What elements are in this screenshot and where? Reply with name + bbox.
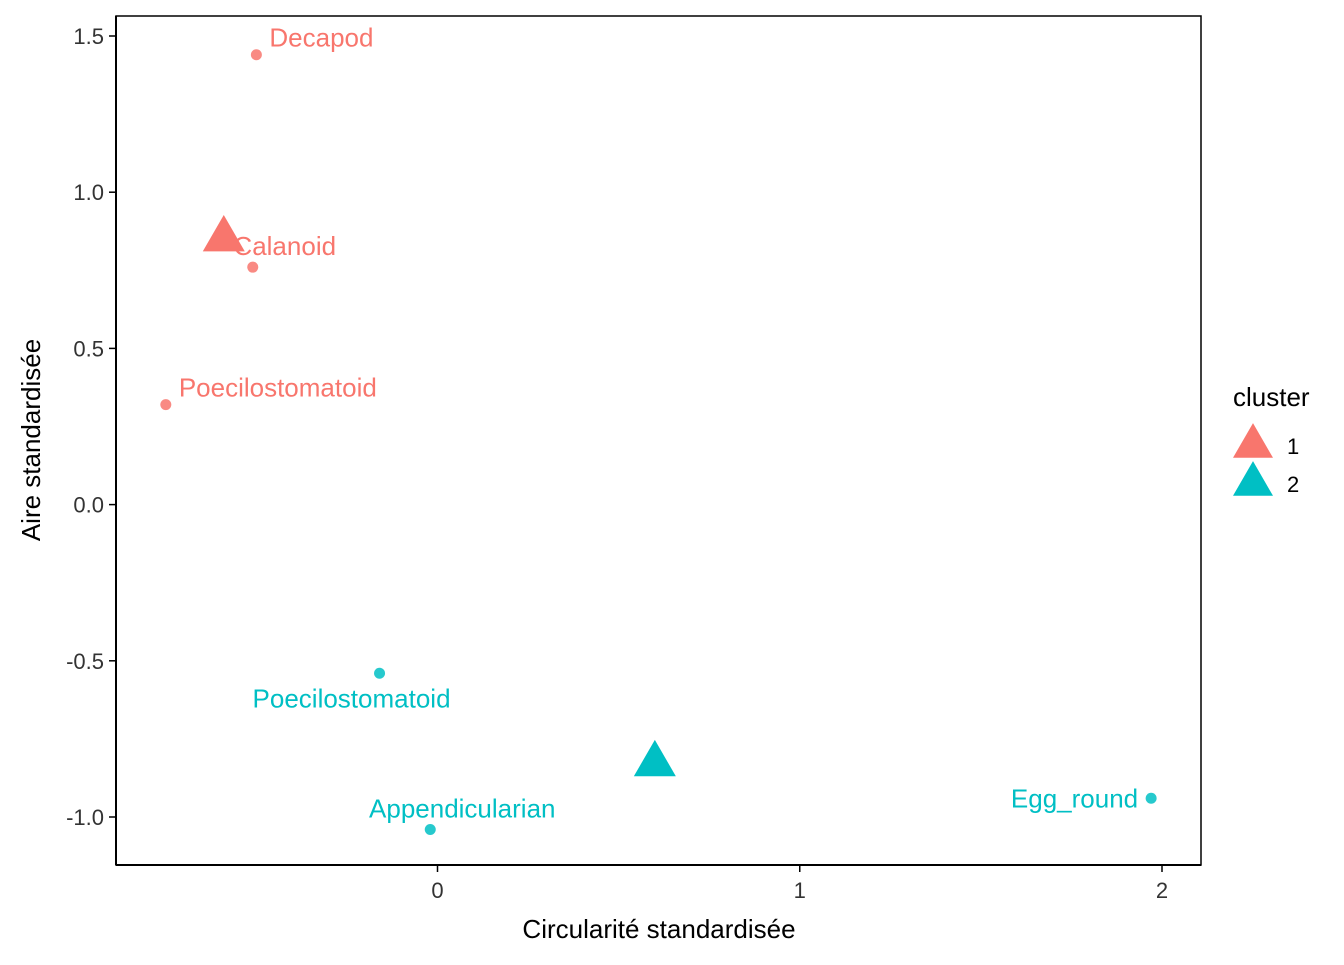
point-label: Decapod (269, 23, 373, 53)
y-tick-label: 1.5 (73, 24, 104, 49)
point-label: Calanoid (233, 231, 336, 261)
plot-panel (115, 15, 1202, 866)
data-point (250, 49, 262, 61)
legend-label: 2 (1287, 472, 1299, 497)
x-tick-label: 2 (1156, 878, 1168, 903)
x-tick-label: 0 (431, 878, 443, 903)
point-label: Poecilostomatoid (179, 373, 377, 403)
data-point (424, 823, 436, 835)
data-point (160, 399, 172, 411)
legend-key-triangle (1233, 461, 1273, 496)
legend-title: cluster (1233, 382, 1310, 412)
y-tick-label: 1.0 (73, 180, 104, 205)
y-axis: -1.0 -0.5 0.0 0.5 1.0 1.5 (66, 16, 117, 865)
point-label: Poecilostomatoid (253, 683, 451, 713)
data-point (247, 261, 259, 273)
legend-entries: 12 (1233, 423, 1299, 497)
data-point (374, 667, 386, 679)
y-axis-title: Aire standardisée (16, 339, 46, 541)
legend: cluster 12 (1233, 382, 1310, 497)
y-tick-label: -1.0 (66, 805, 104, 830)
point-labels-layer: Decapod Calanoid Poecilostomatoid Poecilost… (179, 23, 1138, 824)
data-point (1145, 792, 1157, 804)
y-tick-label: 0.5 (73, 336, 104, 361)
x-tick-label: 1 (794, 878, 806, 903)
x-axis: 0 1 2 (116, 864, 1201, 903)
y-tick-label: 0.0 (73, 493, 104, 518)
point-label: Egg_round (1011, 783, 1138, 813)
centroids-layer (202, 215, 676, 777)
centroid-marker (633, 739, 676, 777)
legend-key-triangle (1233, 423, 1273, 458)
point-label: Appendicularian (369, 793, 555, 823)
x-axis-title: Circularité standardisée (522, 914, 795, 944)
y-tick-label: -0.5 (66, 649, 104, 674)
points-layer (160, 49, 1157, 835)
legend-label: 1 (1287, 434, 1299, 459)
centroid-marker (202, 215, 245, 252)
